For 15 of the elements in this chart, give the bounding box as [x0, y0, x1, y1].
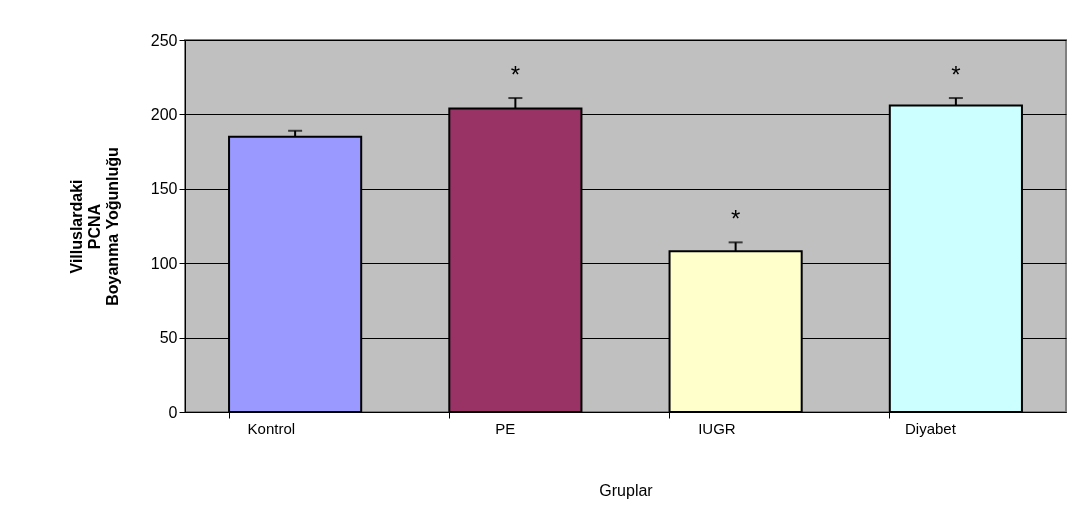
x-tick-label: Diyabet [905, 419, 957, 437]
x-tick-label: IUGR [698, 419, 736, 437]
x-axis-title: Gruplar [599, 481, 654, 499]
y-tick-label: 150 [150, 180, 178, 198]
x-tick-label: Kontrol [247, 419, 296, 437]
y-tick-label: 100 [150, 254, 178, 272]
annotation: * [730, 205, 741, 233]
y-axis-title: Villuslardaki PCNA Boyanma Yoğunluğu [67, 147, 121, 306]
x-tick-label: PE [495, 419, 516, 437]
y-tick-label: 50 [159, 329, 178, 347]
annotation: * [510, 61, 521, 89]
y-tick-label: 0 [168, 403, 178, 421]
y-tick-label: 200 [150, 105, 178, 123]
annotation: * [951, 61, 961, 89]
y-tick-label: 250 [150, 31, 178, 49]
